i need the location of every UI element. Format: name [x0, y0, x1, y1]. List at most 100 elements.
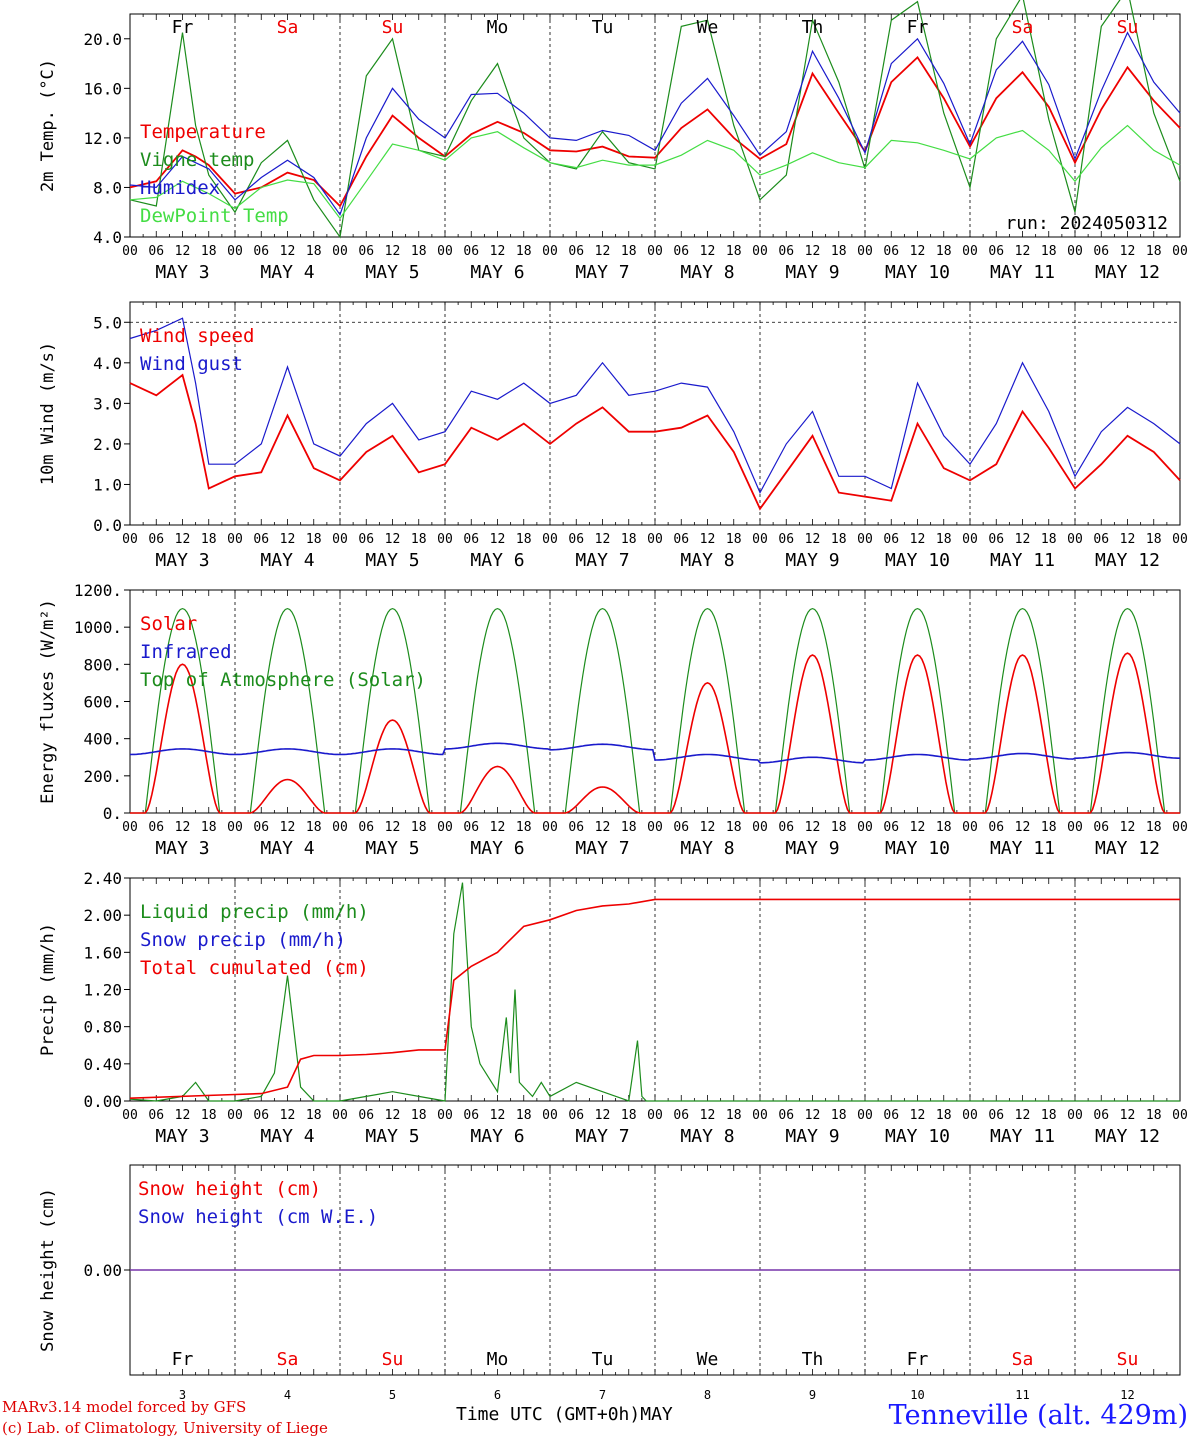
weekday-label: Su: [382, 17, 404, 38]
date-label: MAY 10: [885, 262, 950, 283]
hour-tick-label: 06: [883, 244, 899, 259]
hour-tick-label: 18: [411, 1108, 427, 1123]
hour-tick-label: 00: [647, 532, 663, 547]
hour-tick-label: 06: [673, 532, 689, 547]
hour-tick-label: 18: [516, 532, 532, 547]
y-tick-label: 1.20: [83, 981, 122, 1000]
time-axis-label: Time UTC (GMT+0h): [456, 1404, 641, 1425]
y-tick-label: 0.00: [83, 1261, 122, 1280]
legend-entry: Solar: [140, 613, 197, 635]
hour-tick-label: 18: [1146, 820, 1162, 835]
hour-tick-label: 00: [647, 1108, 663, 1123]
y-tick-label: 2.00: [83, 906, 122, 925]
hour-tick-label: 00: [542, 244, 558, 259]
y-tick-label: 1.0: [93, 475, 122, 494]
day-number-label: 5: [389, 1388, 396, 1402]
hour-tick-label: 12: [700, 820, 716, 835]
hour-tick-label: 06: [463, 532, 479, 547]
hour-tick-label: 12: [490, 244, 506, 259]
hour-tick-label: 12: [1120, 820, 1136, 835]
date-label: MAY 6: [470, 1126, 524, 1147]
hour-tick-label: 06: [988, 532, 1004, 547]
date-label: MAY 5: [365, 838, 419, 859]
hour-tick-label: 00: [647, 244, 663, 259]
series-line-vigne-temp: [129, 0, 1181, 239]
hour-tick-label: 12: [700, 1108, 716, 1123]
hour-tick-label: 00: [332, 244, 348, 259]
hour-tick-label: 00: [962, 1108, 978, 1123]
hour-tick-label: 00: [437, 820, 453, 835]
hour-tick-label: 00: [437, 532, 453, 547]
date-label: MAY 3: [155, 1126, 209, 1147]
y-tick-label: 1000.: [74, 618, 122, 637]
weekday-label: Fr: [172, 1349, 194, 1370]
hour-tick-label: 12: [280, 532, 296, 547]
hour-tick-label: 00: [437, 244, 453, 259]
hour-tick-label: 12: [385, 820, 401, 835]
day-number-label: 9: [809, 1388, 816, 1402]
hour-tick-label: 12: [175, 1108, 191, 1123]
hour-tick-label: 18: [831, 820, 847, 835]
legend-entry: Liquid precip (mm/h): [140, 901, 369, 923]
hour-tick-label: 00: [1172, 244, 1188, 259]
hour-tick-label: 12: [490, 820, 506, 835]
hour-tick-label: 06: [253, 1108, 269, 1123]
time-axis-title: Time UTC (GMT+0h)MAY: [456, 1404, 673, 1425]
hour-tick-label: 06: [778, 532, 794, 547]
legend-entry: DewPoint Temp: [140, 205, 289, 227]
weekday-label: Sa: [277, 1349, 299, 1370]
hour-tick-label: 00: [1172, 820, 1188, 835]
hour-tick-label: 06: [883, 1108, 899, 1123]
hour-tick-label: 18: [201, 532, 217, 547]
hour-tick-label: 12: [280, 244, 296, 259]
hour-tick-label: 00: [857, 820, 873, 835]
hour-tick-label: 06: [568, 820, 584, 835]
hour-tick-label: 06: [778, 1108, 794, 1123]
hour-tick-label: 00: [1172, 1108, 1188, 1123]
weekday-label: Sa: [1012, 17, 1034, 38]
hour-tick-label: 12: [595, 244, 611, 259]
y-tick-label: 0.0: [93, 516, 122, 535]
hour-tick-label: 18: [1041, 1108, 1057, 1123]
weekday-label: Fr: [172, 17, 194, 38]
date-label: MAY 9: [785, 550, 839, 571]
weekday-label: Mo: [487, 1349, 509, 1370]
hour-tick-label: 06: [1093, 244, 1109, 259]
series-line-solar: [130, 652, 1180, 814]
hour-tick-label: 06: [358, 1108, 374, 1123]
date-label: MAY 9: [785, 262, 839, 283]
hour-tick-label: 00: [1067, 1108, 1083, 1123]
hour-tick-label: 12: [1015, 1108, 1031, 1123]
date-label: MAY 12: [1095, 838, 1160, 859]
hour-tick-label: 06: [988, 244, 1004, 259]
hour-tick-label: 00: [752, 1108, 768, 1123]
hour-tick-label: 06: [883, 532, 899, 547]
day-number-label: 10: [910, 1388, 924, 1402]
series-line-humidex: [129, 31, 1181, 217]
hour-tick-label: 18: [726, 532, 742, 547]
hour-tick-label: 18: [726, 244, 742, 259]
date-label: MAY 10: [885, 838, 950, 859]
date-label: MAY 4: [260, 838, 314, 859]
hour-tick-label: 18: [411, 532, 427, 547]
hour-tick-label: 06: [358, 244, 374, 259]
series-line-total-cumulated: [129, 898, 1180, 1099]
weekday-label: Tu: [592, 17, 614, 38]
hour-tick-label: 06: [253, 820, 269, 835]
hour-tick-label: 06: [463, 820, 479, 835]
hour-tick-label: 18: [831, 244, 847, 259]
hour-tick-label: 12: [595, 532, 611, 547]
hour-tick-label: 00: [227, 532, 243, 547]
date-label: MAY 6: [470, 262, 524, 283]
hour-tick-label: 12: [175, 244, 191, 259]
hour-tick-label: 18: [306, 244, 322, 259]
hour-tick-label: 18: [411, 244, 427, 259]
date-label: MAY 5: [365, 550, 419, 571]
hour-tick-label: 12: [700, 244, 716, 259]
hour-tick-label: 00: [122, 1108, 138, 1123]
weekday-label: Fr: [907, 17, 929, 38]
date-label: MAY 11: [990, 550, 1055, 571]
weekday-label: Su: [1117, 17, 1139, 38]
hour-tick-label: 06: [778, 244, 794, 259]
hour-tick-label: 18: [621, 532, 637, 547]
